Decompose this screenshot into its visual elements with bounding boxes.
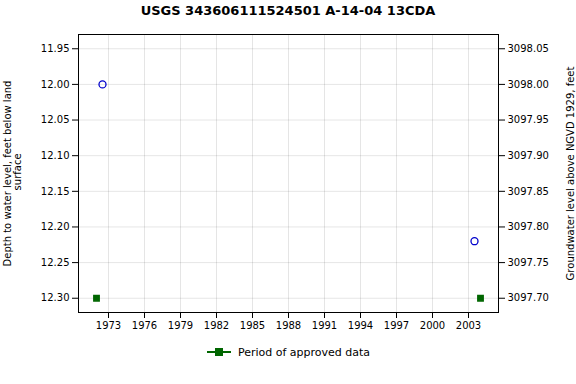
svg-text:2003: 2003 — [456, 320, 481, 331]
svg-text:Groundwater level above NGVD 1: Groundwater level above NGVD 1929, feet — [565, 67, 576, 281]
svg-text:12.20: 12.20 — [41, 221, 70, 232]
svg-text:12.15: 12.15 — [41, 186, 70, 197]
svg-text:1991: 1991 — [312, 320, 337, 331]
svg-text:12.10: 12.10 — [41, 150, 70, 161]
svg-text:3097.95: 3097.95 — [508, 114, 549, 125]
svg-text:2000: 2000 — [420, 320, 445, 331]
svg-text:11.95: 11.95 — [41, 43, 70, 54]
svg-text:1976: 1976 — [132, 320, 157, 331]
svg-text:3098.00: 3098.00 — [508, 79, 549, 90]
svg-text:Depth to water level, feet bel: Depth to water level, feet below land su… — [2, 81, 23, 267]
svg-text:1973: 1973 — [96, 320, 121, 331]
svg-text:12.30: 12.30 — [41, 292, 70, 303]
svg-text:12.25: 12.25 — [41, 257, 70, 268]
svg-text:1994: 1994 — [348, 320, 373, 331]
svg-text:12.00: 12.00 — [41, 79, 70, 90]
html-text:USGS 343606111524501 A-14-04 1: USGS 343606111524501 A-14-04 13CDA — [140, 3, 436, 18]
svg-text:1988: 1988 — [276, 320, 301, 331]
svg-text:12.05: 12.05 — [41, 114, 70, 125]
svg-text:3098.05: 3098.05 — [508, 43, 549, 54]
svg-text:1979: 1979 — [168, 320, 193, 331]
svg-text:1982: 1982 — [204, 320, 229, 331]
html-text:Period of approved data: Period of approved data — [237, 345, 371, 359]
svg-text:3097.90: 3097.90 — [508, 150, 549, 161]
svg-text:3097.70: 3097.70 — [508, 292, 549, 303]
svg-text:1985: 1985 — [240, 320, 265, 331]
svg-text:3097.80: 3097.80 — [508, 221, 549, 232]
svg-text:3097.85: 3097.85 — [508, 186, 549, 197]
svg-text:1997: 1997 — [384, 320, 409, 331]
svg-text:3097.75: 3097.75 — [508, 257, 549, 268]
